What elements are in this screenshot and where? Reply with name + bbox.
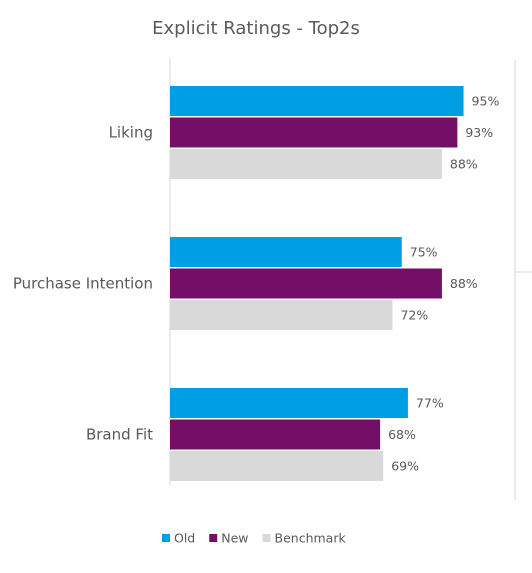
bar-benchmark-brand-fit <box>170 451 384 481</box>
legend-label-benchmark: Benchmark <box>275 531 347 546</box>
data-label-benchmark-brand-fit: 69% <box>391 459 419 474</box>
legend-swatch-new <box>209 534 218 542</box>
data-label-new-liking: 93% <box>465 125 493 140</box>
category-label-liking: Liking <box>109 124 153 142</box>
data-label-benchmark-purchase-intention: 72% <box>400 308 428 323</box>
bar-old-purchase-intention <box>170 237 402 267</box>
legend-swatch-old <box>162 534 170 542</box>
legend-swatch-benchmark <box>262 534 271 542</box>
legend-label-old: Old <box>174 531 195 546</box>
data-label-old-liking: 95% <box>472 94 500 109</box>
plot-area: Liking 95% 93% 88% Purchase Intention 75% 88% 7… <box>13 86 500 481</box>
bar-old-brand-fit <box>170 388 408 418</box>
chart-title: Explicit Ratings - Top2s <box>152 18 360 39</box>
data-label-new-purchase-intention: 88% <box>450 276 478 291</box>
legend-label-new: New <box>221 531 248 546</box>
data-label-old-purchase-intention: 75% <box>410 245 438 260</box>
bar-new-brand-fit <box>170 419 381 450</box>
data-label-old-brand-fit: 77% <box>416 396 444 411</box>
bar-benchmark-purchase-intention <box>170 300 393 330</box>
bar-new-liking <box>170 117 458 148</box>
category-label-brand-fit: Brand Fit <box>86 426 153 444</box>
legend: Old New Benchmark <box>162 531 346 546</box>
bar-new-purchase-intention <box>170 268 442 299</box>
bar-old-liking <box>170 86 464 116</box>
bar-benchmark-liking <box>170 149 442 179</box>
data-label-new-brand-fit: 68% <box>388 427 416 442</box>
category-label-purchase-intention: Purchase Intention <box>13 275 153 293</box>
data-label-benchmark-liking: 88% <box>450 157 478 172</box>
